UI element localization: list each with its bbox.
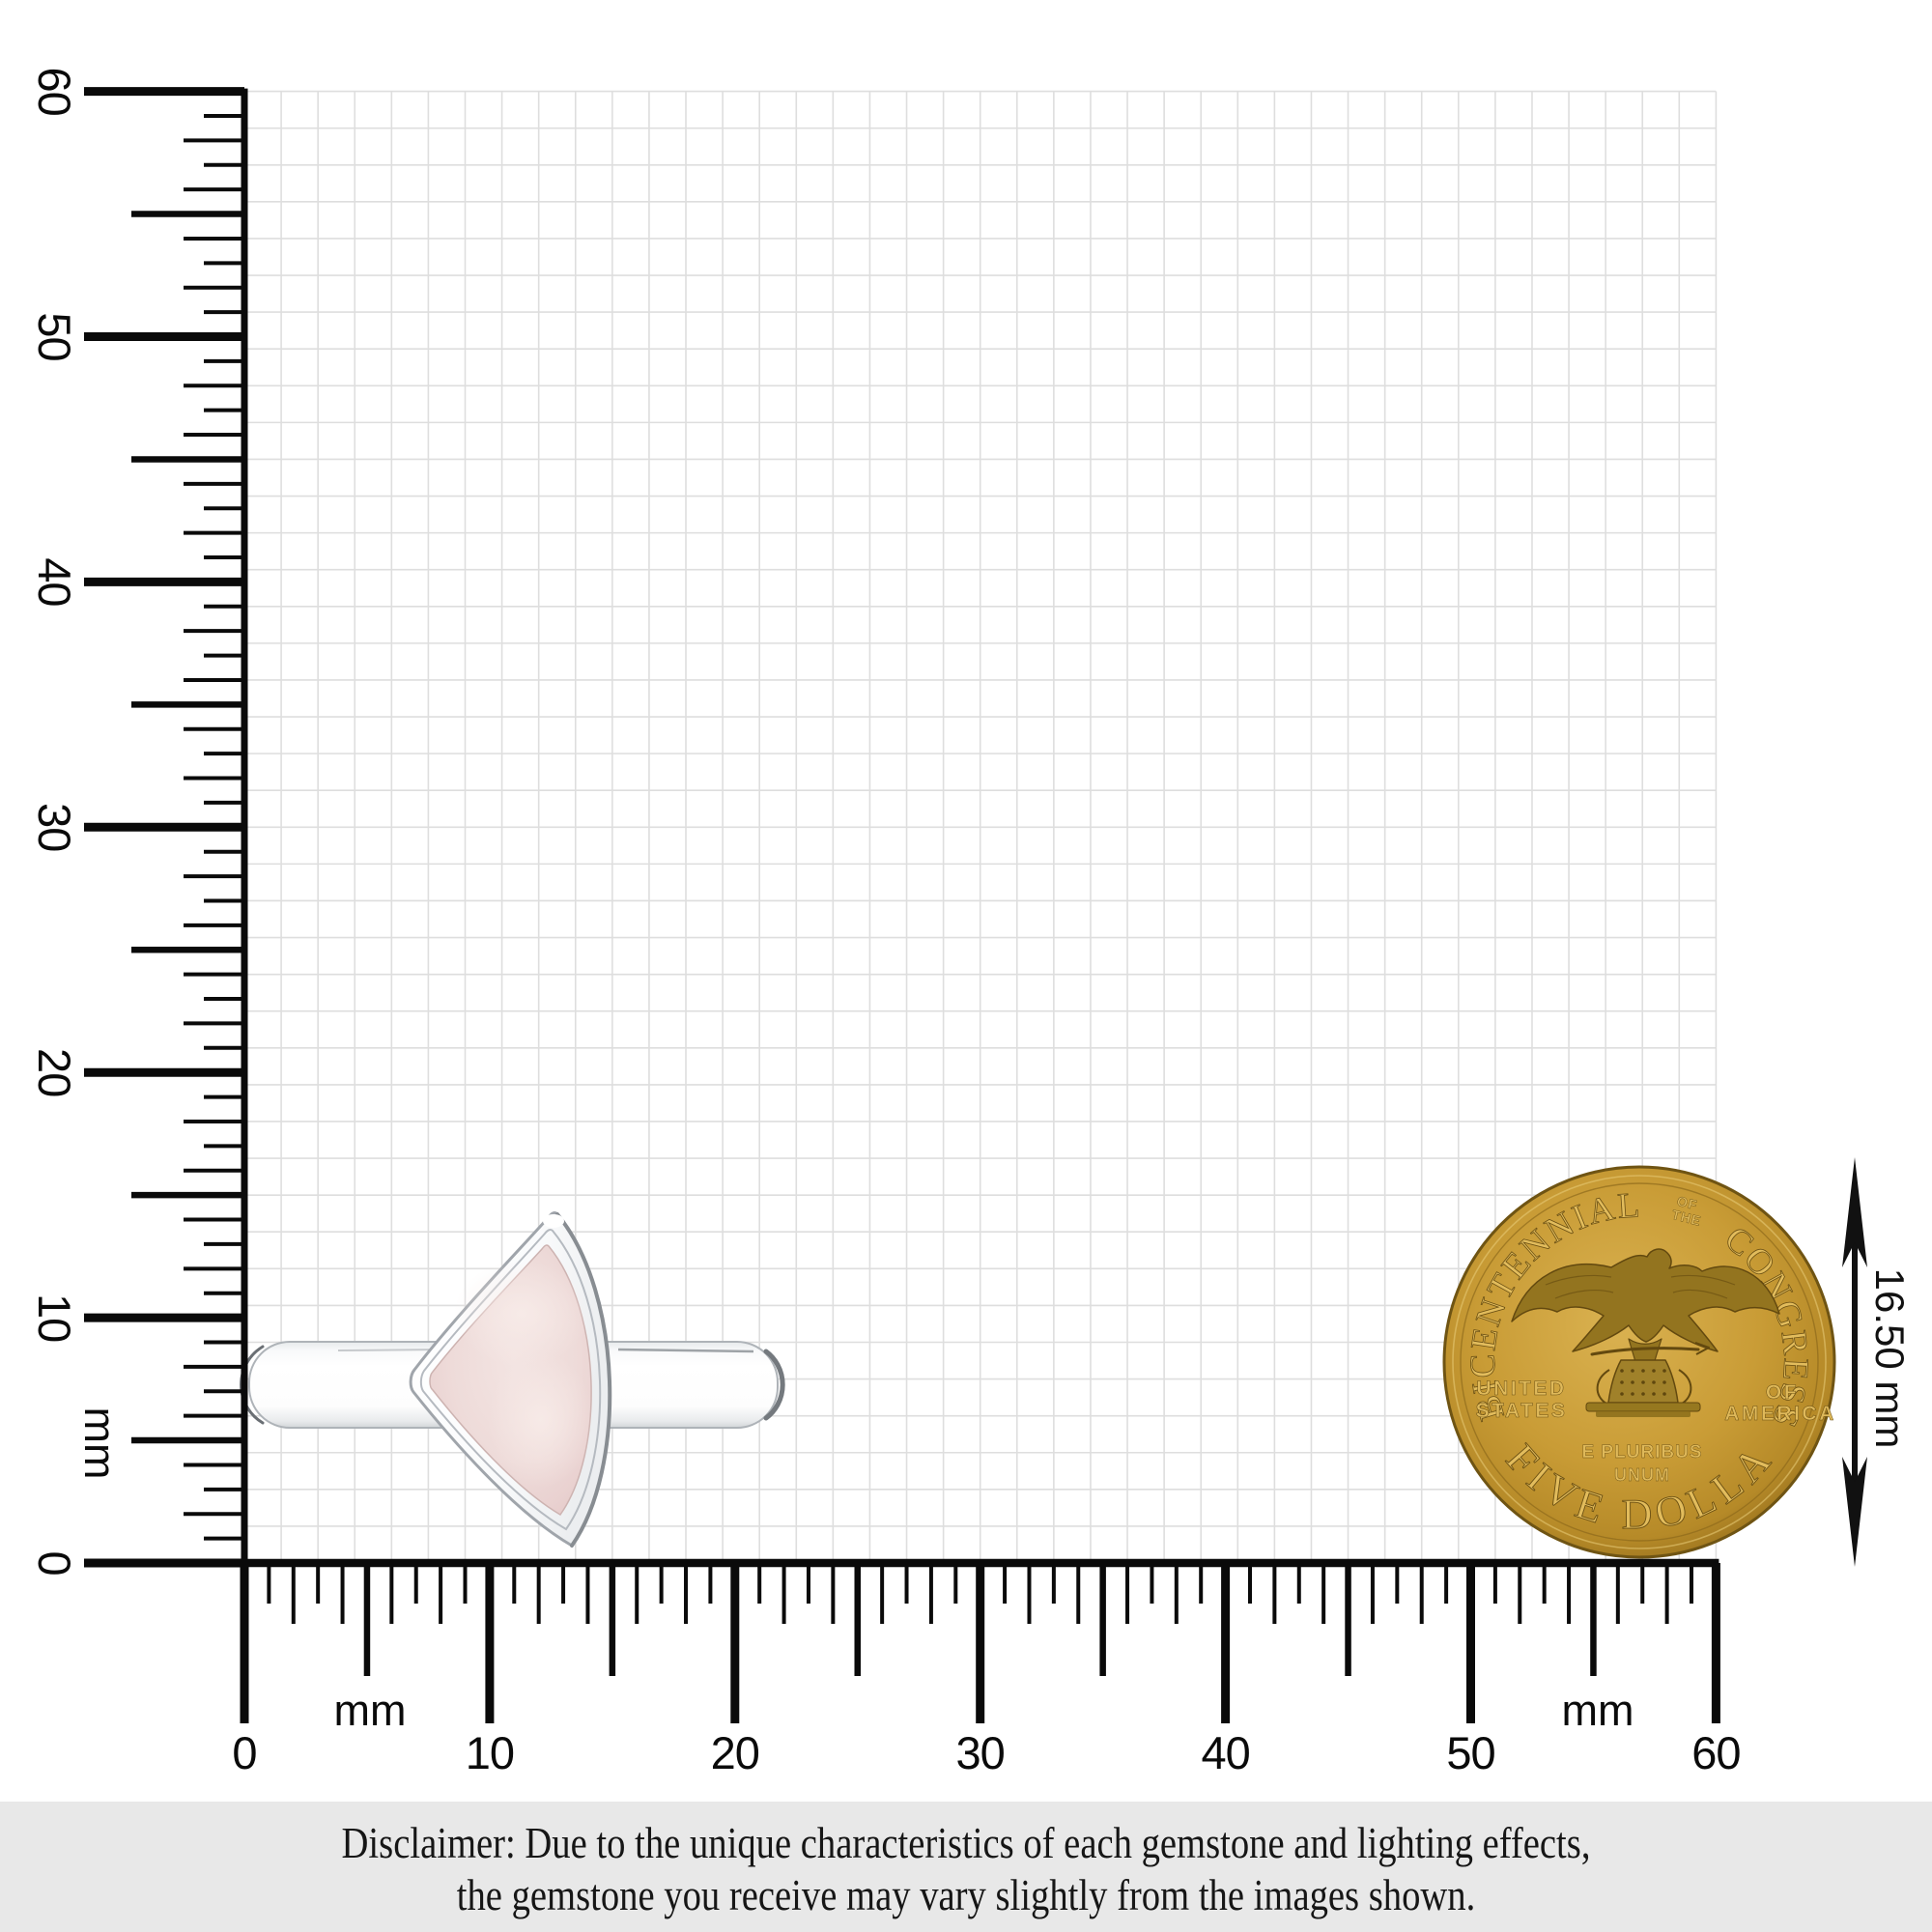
ruler-ticks <box>84 87 1720 1723</box>
coin-states: STATES <box>1476 1400 1568 1422</box>
pedestal-dot <box>1652 1380 1656 1384</box>
bottom-ruler-number: 50 <box>1446 1727 1494 1778</box>
pedestal-dot <box>1631 1369 1634 1373</box>
eagle-arrows <box>1694 1342 1710 1355</box>
pedestal-dot <box>1641 1369 1645 1373</box>
pedestal-dot <box>1662 1369 1666 1373</box>
pedestal-scroll-right <box>1678 1369 1692 1405</box>
bottom-ruler-number: 0 <box>232 1727 256 1778</box>
coin-rim-highlight <box>1452 1175 1827 1549</box>
stone-highlight-2 <box>488 1352 594 1488</box>
bottom-ruler-unit-label-left: mm <box>334 1686 407 1735</box>
coin-diameter-label: 16.50 mm <box>1867 1268 1913 1449</box>
stone-bezel-right-shadow <box>555 1212 612 1548</box>
left-ruler-number: 60 <box>29 67 80 115</box>
coin-united: UNITED <box>1476 1378 1566 1400</box>
arrow-head-up-icon <box>1842 1157 1867 1267</box>
disclaimer-line1: Disclaimer: Due to the unique characteri… <box>342 1819 1591 1868</box>
wing-feather-lines <box>1545 1274 1736 1299</box>
pedestal-dot <box>1662 1380 1666 1384</box>
bottom-ruler-number: 10 <box>466 1727 514 1778</box>
disclaimer-band <box>0 1802 1932 1932</box>
pedestal-dot <box>1662 1392 1666 1396</box>
pedestal-base <box>1585 1402 1701 1412</box>
left-ruler-number: 50 <box>29 312 80 360</box>
coin-of-the-text: OF THE <box>1670 1193 1703 1230</box>
coin-rim-inner <box>1460 1182 1819 1542</box>
left-ruler-number: 10 <box>29 1293 80 1342</box>
mm-grid <box>243 90 1718 1564</box>
left-ruler-number: 40 <box>29 557 80 606</box>
bottom-ruler-number: 40 <box>1201 1727 1249 1778</box>
pedestal-dots <box>1620 1369 1666 1396</box>
pedestal-base-2 <box>1596 1411 1690 1417</box>
coin-of: OF <box>1766 1381 1799 1404</box>
coin-unum: UNUM <box>1614 1465 1670 1485</box>
coin-diameter-annotation: 16.50 mm <box>1842 1157 1913 1567</box>
left-ruler-number: 20 <box>29 1048 80 1096</box>
pedestal-dot <box>1620 1380 1624 1384</box>
coin-america: AMERICA <box>1724 1403 1836 1425</box>
pedestal-dot <box>1631 1392 1634 1396</box>
bottom-ruler-unit-label-right: mm <box>1562 1686 1634 1735</box>
pedestal-dot <box>1620 1392 1624 1396</box>
ring-top-view <box>240 1211 785 1548</box>
bottom-ruler-number: 30 <box>956 1727 1005 1778</box>
pedestal-dot <box>1641 1380 1645 1384</box>
coin-e-pluribus: E PLURIBUS <box>1581 1442 1702 1463</box>
pedestal-scroll-left <box>1596 1369 1610 1405</box>
svg-text:OF: OF <box>1675 1193 1699 1213</box>
stone-highlight <box>454 1261 589 1367</box>
left-ruler-unit-label: mm <box>75 1407 125 1480</box>
pedestal-dot <box>1652 1392 1656 1396</box>
left-ruler-number: 30 <box>29 803 80 851</box>
bottom-ruler-number: 20 <box>711 1727 759 1778</box>
svg-text:THE: THE <box>1670 1207 1703 1229</box>
disclaimer-line2: the gemstone you receive may vary slight… <box>457 1871 1476 1920</box>
eagle-wings <box>1511 1248 1780 1352</box>
pedestal-dot <box>1631 1380 1634 1384</box>
stone-bezel-step <box>419 1229 602 1531</box>
ring-band-right-shadow <box>763 1349 785 1421</box>
bezel-top-notch <box>543 1214 564 1228</box>
pedestal-dot <box>1652 1369 1656 1373</box>
left-ruler-number: 0 <box>29 1550 80 1575</box>
arrow-head-down-icon <box>1842 1457 1867 1567</box>
pedestal-dot <box>1641 1392 1645 1396</box>
eagle-emblem <box>1511 1248 1780 1417</box>
ruler-labels: 0 10 20 30 40 50 60 60 50 40 30 20 10 0 <box>29 67 1742 1778</box>
pedestal-dot <box>1620 1369 1624 1373</box>
bottom-ruler-number: 60 <box>1691 1727 1740 1778</box>
eagle-branch <box>1590 1347 1700 1356</box>
disclaimer: Disclaimer: Due to the unique characteri… <box>0 1802 1932 1932</box>
ring-band-top-line-right <box>617 1348 754 1353</box>
